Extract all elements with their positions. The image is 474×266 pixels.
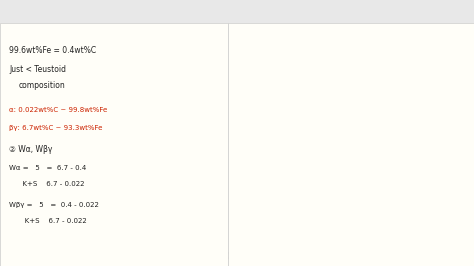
Text: Just < Teustoid: Just < Teustoid: [9, 65, 66, 74]
Text: Wα =   5   =  6.7 - 0.4: Wα = 5 = 6.7 - 0.4: [9, 165, 87, 171]
Text: L: L: [358, 75, 365, 88]
Text: 1148°C: 1148°C: [314, 109, 340, 115]
Y-axis label: Fe₃C (cementite): Fe₃C (cementite): [462, 103, 471, 174]
Y-axis label: T(°C): T(°C): [191, 128, 200, 149]
Text: γ + Fe₃C: γ + Fe₃C: [340, 146, 383, 156]
Polygon shape: [232, 58, 304, 189]
Text: Wβγ =   5   =  0.4 - 0.022: Wβγ = 5 = 0.4 - 0.022: [9, 202, 100, 209]
Text: K+S    6.7 - 0.022: K+S 6.7 - 0.022: [9, 218, 87, 225]
Text: (austenite): (austenite): [229, 135, 271, 144]
Text: βγ: 6.7wt%C ~ 93.3wt%Fe: βγ: 6.7wt%C ~ 93.3wt%Fe: [9, 125, 103, 131]
Text: L+Fe₃C: L+Fe₃C: [401, 104, 431, 113]
Text: γ: γ: [244, 124, 251, 134]
Text: 99.6wt%Fe = 0.4wt%C: 99.6wt%Fe = 0.4wt%C: [9, 46, 97, 55]
Text: K+S    6.7 - 0.022: K+S 6.7 - 0.022: [9, 181, 85, 187]
Text: 727°C: 727°C: [283, 181, 304, 187]
Text: α: 0.022wt%C ~ 99.8wt%Fe: α: 0.022wt%C ~ 99.8wt%Fe: [9, 107, 108, 113]
Text: ② Wα, Wβγ: ② Wα, Wβγ: [9, 145, 53, 154]
Text: α + Fe₃C: α + Fe₃C: [340, 209, 383, 219]
Polygon shape: [238, 58, 460, 117]
Text: γ+L: γ+L: [268, 80, 285, 89]
Text: composition: composition: [19, 81, 66, 90]
